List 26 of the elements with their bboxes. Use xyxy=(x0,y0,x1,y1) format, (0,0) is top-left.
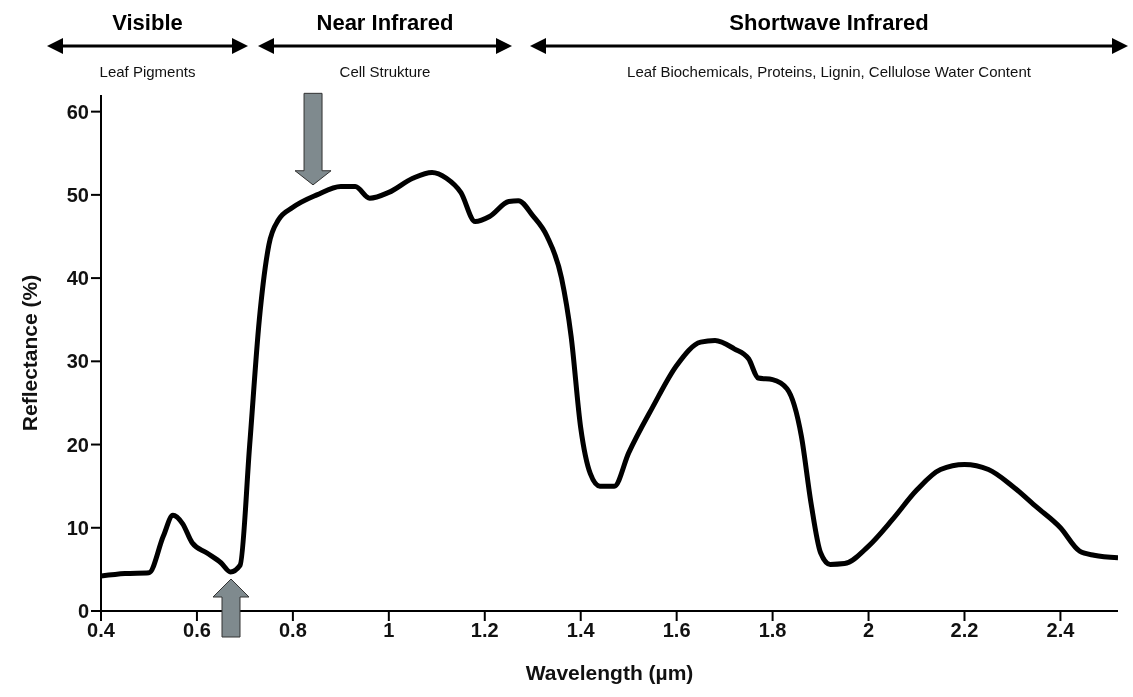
text: Shortwave Infrared xyxy=(729,10,929,35)
x-tick-label: 0.4 xyxy=(87,619,116,642)
x-tick-label: 0.8 xyxy=(278,619,307,642)
x-tick-label: 2.2 xyxy=(950,619,979,642)
x-tick-label: 1.4 xyxy=(566,619,596,642)
x-axis-title: Wavelength (µm) xyxy=(525,660,694,684)
text: Near Infrared xyxy=(316,10,454,35)
x-tick-label: 2.4 xyxy=(1046,619,1076,642)
y-tick-label: 0 xyxy=(77,600,89,623)
text: Leaf Pigments xyxy=(99,63,196,80)
y-tick-label: 10 xyxy=(66,516,89,539)
text: Leaf Biochemicals, Proteins, Lignin, Cellulose Water Content xyxy=(627,63,1032,80)
text: Visible xyxy=(112,10,183,35)
y-tick-label: 40 xyxy=(66,267,89,290)
x-tick-label: 2 xyxy=(862,619,875,642)
x-tick-label: 0.6 xyxy=(183,619,211,642)
x-tick-label: 1 xyxy=(383,619,395,642)
y-axis-title: Reflectance (%) xyxy=(18,274,42,432)
y-tick-label: 30 xyxy=(66,350,89,373)
y-tick-label: 60 xyxy=(66,100,89,123)
y-tick-label: 20 xyxy=(66,433,89,456)
x-tick-label: 1.2 xyxy=(470,619,499,642)
x-tick-label: 1.8 xyxy=(758,619,787,642)
text: Cell Strukture xyxy=(339,63,431,80)
x-tick-label: 1.6 xyxy=(662,619,691,642)
y-tick-label: 50 xyxy=(66,183,89,206)
